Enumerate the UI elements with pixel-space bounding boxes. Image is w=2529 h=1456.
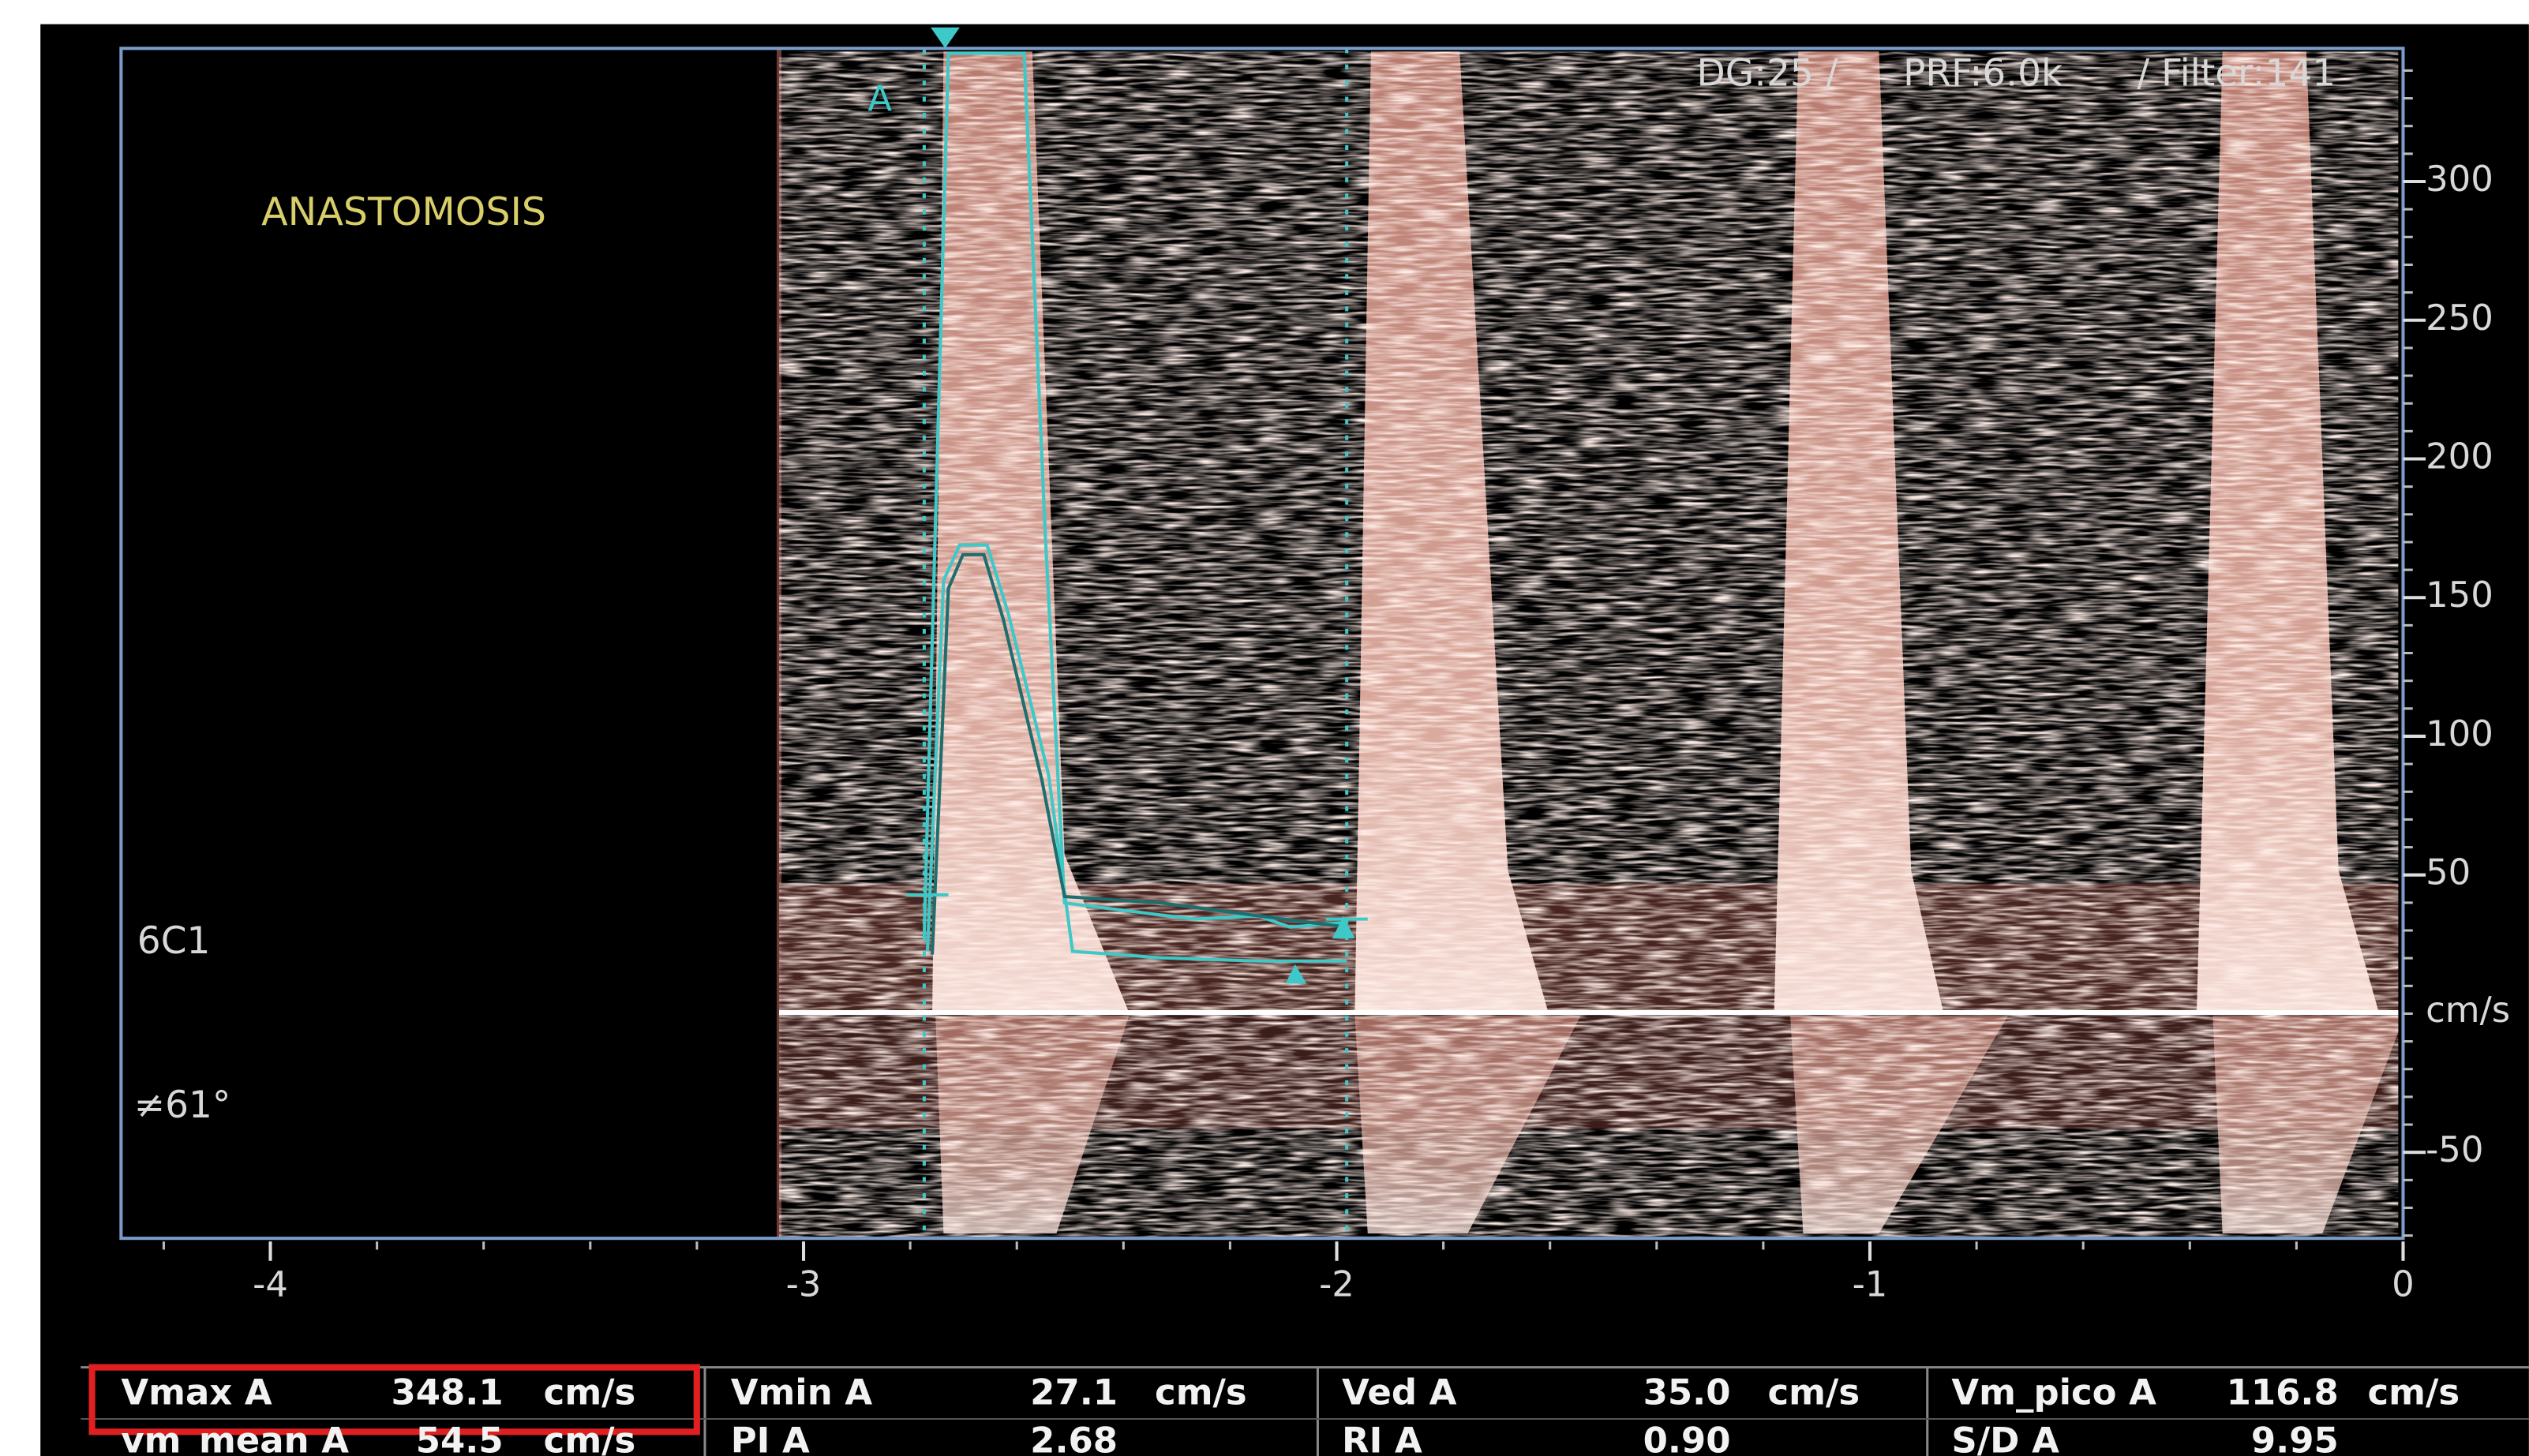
y-tick-label: -50: [2426, 1128, 2483, 1170]
measure-unit: cm/s: [2368, 1371, 2460, 1413]
marker: [1332, 915, 1355, 939]
measure-value: 348.1: [391, 1371, 503, 1413]
measure-label: Vmin A: [731, 1371, 873, 1413]
mean-trace-inner: [931, 552, 1347, 955]
x-tick-label: -1: [1853, 1263, 1888, 1304]
angle-label: ≠61°: [134, 1084, 231, 1127]
x-tick-label: -4: [253, 1263, 288, 1304]
y-tick-label: 250: [2426, 297, 2493, 339]
mean-trace: [925, 543, 1347, 963]
measure-label: Vmax A: [121, 1371, 272, 1413]
measure-unit: cm/s: [1155, 1371, 1247, 1413]
x-tick-label: -3: [786, 1263, 822, 1304]
measure-value: 35.0: [1643, 1371, 1731, 1413]
x-tick-label: 0: [2392, 1263, 2415, 1304]
dg-setting: DG:25 /: [1697, 52, 1838, 95]
y-tick-label: 150: [2426, 574, 2493, 616]
top-marker: [931, 27, 960, 49]
measure-unit: cm/s: [544, 1371, 636, 1413]
site-label: ANASTOMOSIS: [261, 189, 546, 234]
measure-label: RI A: [1342, 1420, 1422, 1456]
y-tick-label: 50: [2426, 852, 2471, 893]
marker: [1285, 964, 1307, 984]
prf-setting: PRF:6.0k: [1903, 52, 2063, 95]
y-tick-label: 200: [2426, 435, 2493, 477]
measure-value: 116.8: [2227, 1371, 2339, 1413]
measure-unit: cm/s: [544, 1420, 636, 1456]
y-tick-label: 300: [2426, 158, 2493, 200]
measure-label: S/D A: [1951, 1420, 2059, 1456]
spectrum-display: DG:25 / PRF:6.0k / Filter:141 ANASTOMOSI…: [119, 27, 2510, 1241]
measure-label: vm_mean A: [121, 1420, 349, 1456]
measure-value: 2.68: [1030, 1420, 1118, 1456]
spectral-texture: [779, 51, 2399, 1237]
filter-setting: / Filter:141: [2137, 52, 2336, 95]
y-unit: cm/s: [2426, 989, 2510, 1031]
measurement-table: Vmax A 348.1 cm/s Vmin A 27.1 cm/s Ved A 35.0 cm…: [81, 1364, 2529, 1456]
measure-value: 54.5: [416, 1420, 504, 1456]
display-frame: [119, 47, 2405, 1241]
cursor-label: A: [867, 78, 892, 120]
highlight-box: [88, 1364, 700, 1435]
measure-unit: cm/s: [1767, 1371, 1860, 1413]
probe-label: 6C1: [137, 919, 211, 963]
doppler-trace: [906, 48, 1368, 1239]
measure-label: Ved A: [1342, 1371, 1457, 1413]
y-tick-label: 100: [2426, 713, 2493, 754]
measure-value: 27.1: [1030, 1371, 1118, 1413]
measure-value: 0.90: [1643, 1420, 1731, 1456]
measure-label: Vm_pico A: [1951, 1371, 2156, 1413]
measure-label: PI A: [731, 1420, 810, 1456]
measure-value: 9.95: [2251, 1420, 2339, 1456]
x-tick-label: -2: [1319, 1263, 1354, 1304]
